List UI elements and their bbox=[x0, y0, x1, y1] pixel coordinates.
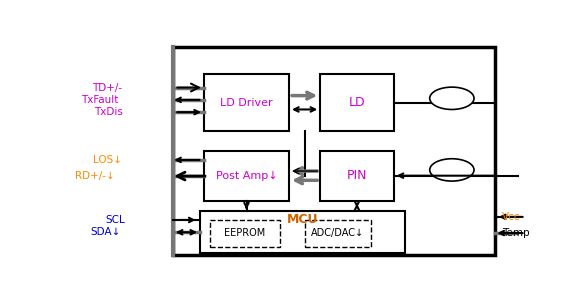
Text: TD+/-: TD+/- bbox=[92, 83, 122, 93]
Text: EEPROM: EEPROM bbox=[224, 229, 265, 239]
Text: LD Driver: LD Driver bbox=[220, 98, 273, 108]
Circle shape bbox=[430, 87, 474, 110]
Bar bbox=[204, 151, 289, 201]
Bar bbox=[200, 211, 406, 253]
Text: TxDis: TxDis bbox=[93, 107, 122, 117]
Text: MCU: MCU bbox=[287, 214, 319, 226]
Bar bbox=[210, 220, 280, 247]
Text: Vcc: Vcc bbox=[502, 212, 521, 222]
Bar bbox=[305, 220, 370, 247]
Text: Temp: Temp bbox=[502, 228, 530, 238]
Text: PIN: PIN bbox=[347, 169, 367, 182]
Bar bbox=[320, 151, 394, 201]
Circle shape bbox=[430, 159, 474, 181]
Bar bbox=[204, 74, 289, 131]
Text: Post Amp↓: Post Amp↓ bbox=[216, 171, 278, 181]
Bar bbox=[173, 47, 494, 255]
Text: ADC/DAC↓: ADC/DAC↓ bbox=[311, 229, 364, 239]
Bar bbox=[320, 74, 394, 131]
Text: SCL: SCL bbox=[105, 215, 125, 225]
Text: TxFault: TxFault bbox=[81, 95, 119, 105]
Text: RD+/-↓: RD+/-↓ bbox=[75, 171, 115, 181]
Text: LD: LD bbox=[349, 96, 365, 109]
Text: LOS↓: LOS↓ bbox=[93, 155, 122, 165]
Text: SDA↓: SDA↓ bbox=[91, 227, 121, 237]
